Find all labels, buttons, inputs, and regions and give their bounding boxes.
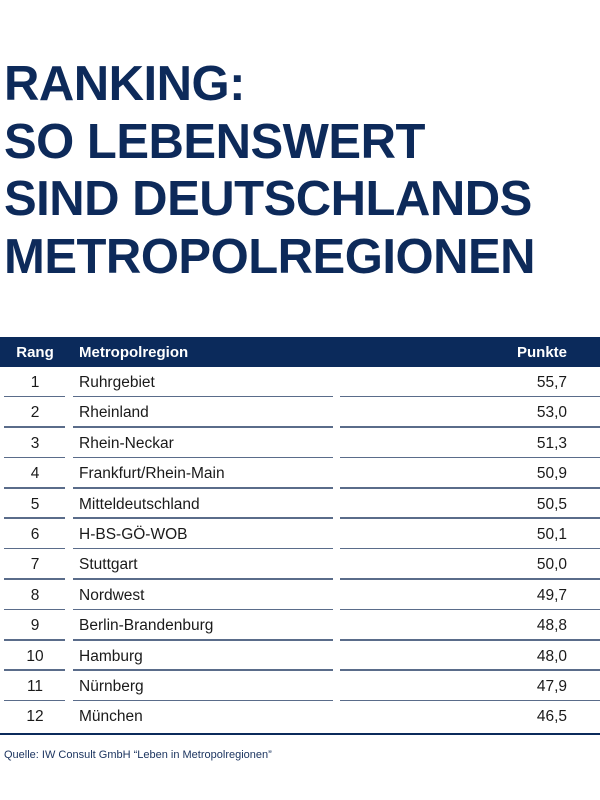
- rank-cell: 2: [30, 404, 40, 422]
- row-divider: [340, 669, 600, 671]
- row-divider: [4, 669, 65, 671]
- points-cell: 50,1: [536, 525, 567, 543]
- region-cell: Nordwest: [79, 586, 145, 604]
- table-row: 12 München 46,5: [0, 701, 600, 731]
- row-divider: [340, 639, 600, 641]
- row-divider: [4, 456, 65, 459]
- page-title: RANKING: SO LEBENSWERT SIND DEUTSCHLANDS…: [4, 56, 536, 286]
- region-cell: Stuttgart: [79, 556, 138, 574]
- points-cell: 46,5: [536, 708, 567, 726]
- source-note: Quelle: IW Consult GmbH “Leben in Metrop…: [4, 749, 272, 761]
- row-divider: [4, 395, 65, 398]
- rank-cell: 8: [30, 586, 40, 604]
- title-line: RANKING:: [4, 57, 245, 111]
- points-cell: 48,8: [536, 617, 567, 635]
- row-divider: [340, 547, 600, 550]
- rank-cell: 6: [30, 525, 40, 543]
- row-divider: [4, 608, 65, 611]
- row-divider: [73, 426, 333, 428]
- row-divider: [73, 547, 333, 550]
- table-row: 11 Nürnberg 47,9: [0, 671, 600, 702]
- table-row: 8 Nordwest 49,7: [0, 580, 600, 611]
- table-row: 2 Rheinland 53,0: [0, 397, 600, 428]
- points-cell: 53,0: [536, 404, 567, 422]
- ranking-table: Rang Metropolregion Punkte 1 Ruhrgebiet 55…: [0, 337, 600, 735]
- table-row: 3 Rhein-Neckar 51,3: [0, 428, 600, 459]
- header-metropolregion: Metropolregion: [79, 343, 189, 361]
- row-divider: [340, 426, 600, 428]
- points-cell: 47,9: [536, 677, 567, 695]
- row-divider: [340, 456, 600, 459]
- region-cell: Mitteldeutschland: [79, 495, 200, 513]
- row-divider: [340, 395, 600, 398]
- rank-cell: 11: [26, 677, 44, 695]
- row-divider: [4, 578, 65, 580]
- row-divider: [73, 487, 333, 489]
- region-cell: Rhein-Neckar: [79, 434, 174, 452]
- row-divider: [73, 456, 333, 459]
- row-divider: [4, 487, 65, 489]
- rank-cell: 1: [30, 374, 40, 391]
- row-divider: [73, 517, 333, 519]
- header-punkte: Punkte: [516, 343, 567, 361]
- points-cell: 50,9: [536, 465, 567, 483]
- region-cell: Nürnberg: [79, 677, 144, 695]
- table-header: Rang Metropolregion Punkte: [0, 337, 600, 367]
- rank-cell: 5: [30, 495, 40, 513]
- row-divider: [73, 699, 333, 702]
- row-divider: [340, 699, 600, 702]
- region-cell: Berlin-Brandenburg: [79, 617, 214, 635]
- rank-cell: 3: [30, 434, 40, 452]
- region-cell: Hamburg: [79, 647, 143, 665]
- rank-cell: 4: [30, 465, 40, 483]
- table-row: 4 Frankfurt/Rhein-Main 50,9: [0, 458, 600, 489]
- table-row: 9 Berlin-Brandenburg 48,8: [0, 610, 600, 641]
- row-divider: [73, 639, 333, 641]
- points-cell: 49,7: [536, 586, 567, 604]
- table-body: 1 Ruhrgebiet 55,7 2 Rheinland 53,0 3 Rhein-Neck…: [0, 367, 600, 732]
- row-divider: [4, 426, 65, 428]
- table-row: 5 Mitteldeutschland 50,5: [0, 489, 600, 519]
- rank-cell: 10: [26, 647, 44, 665]
- points-cell: 50,0: [536, 556, 567, 574]
- row-divider: [340, 578, 600, 580]
- title-line: METROPOLREGIONEN: [4, 229, 536, 284]
- region-cell: Frankfurt/Rhein-Main: [79, 465, 225, 483]
- table-row: 1 Ruhrgebiet 55,7: [0, 367, 600, 398]
- row-divider: [73, 669, 333, 671]
- row-divider: [73, 608, 333, 611]
- points-cell: 50,5: [536, 495, 567, 513]
- region-cell: Ruhrgebiet: [79, 374, 155, 391]
- region-cell: Rheinland: [79, 404, 149, 422]
- table-row: 6 H-BS-GÖ-WOB 50,1: [0, 519, 600, 550]
- row-divider: [4, 547, 65, 550]
- points-cell: 51,3: [536, 434, 567, 452]
- table-row: 7 Stuttgart 50,0: [0, 549, 600, 580]
- row-divider: [73, 395, 333, 398]
- title-line: SO LEBENSWERT: [4, 114, 425, 169]
- row-divider: [4, 639, 65, 641]
- row-divider: [340, 608, 600, 611]
- region-cell: München: [79, 708, 143, 726]
- row-divider: [4, 517, 65, 519]
- row-divider: [340, 517, 600, 519]
- points-cell: 48,0: [536, 647, 567, 665]
- title-line: SIND DEUTSCHLANDS: [4, 172, 532, 226]
- table-row: 10 Hamburg 48,0: [0, 641, 600, 671]
- points-cell: 55,7: [536, 374, 567, 391]
- rank-cell: 7: [30, 556, 40, 574]
- region-cell: H-BS-GÖ-WOB: [79, 525, 188, 543]
- rank-cell: 9: [30, 617, 40, 635]
- table-bottom-rule: [0, 732, 600, 735]
- header-rang: Rang: [16, 343, 54, 361]
- rank-cell: 12: [26, 708, 44, 726]
- row-divider: [4, 699, 65, 702]
- row-divider: [340, 487, 600, 489]
- row-divider: [73, 578, 333, 580]
